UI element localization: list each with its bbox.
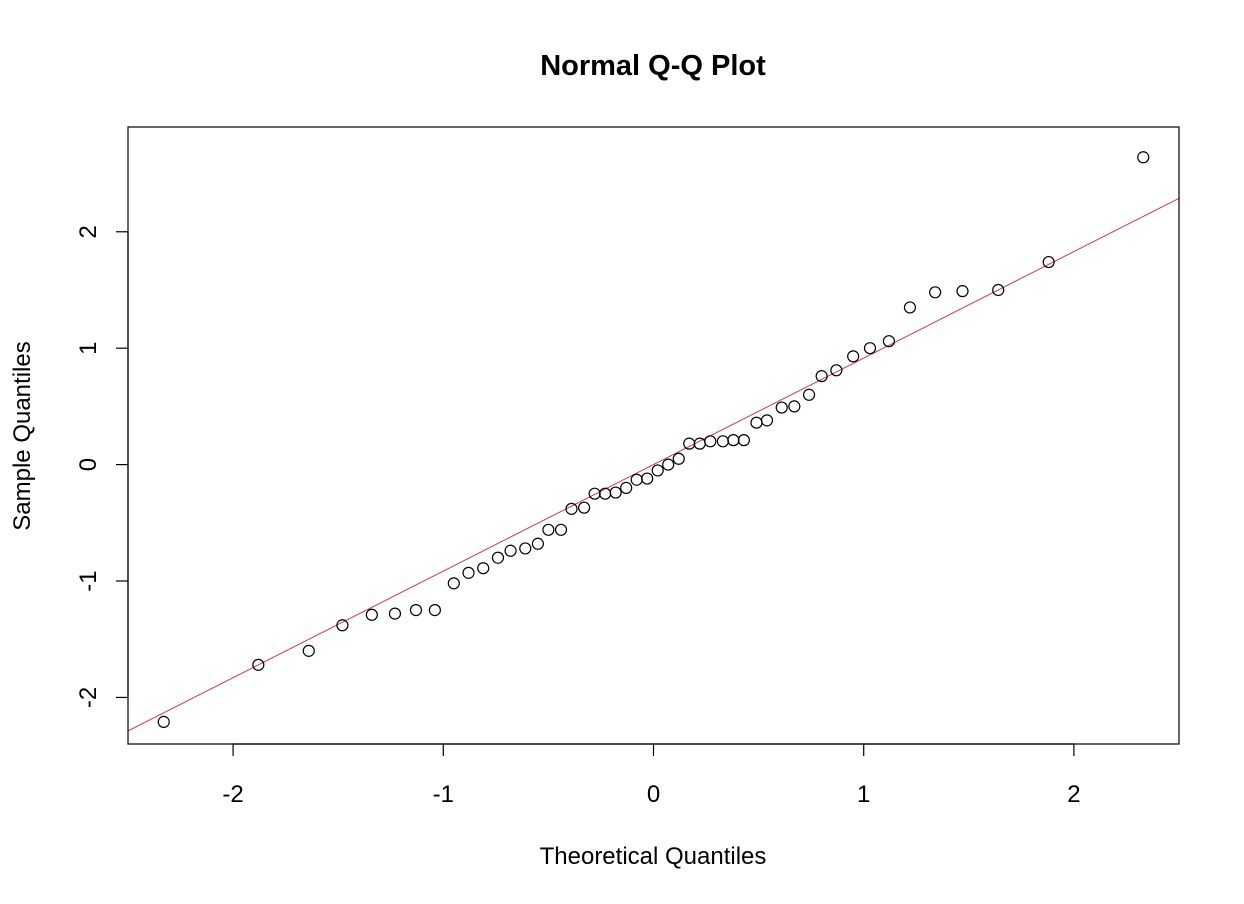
data-point-43	[863, 342, 877, 355]
data-point-25	[641, 472, 654, 485]
reference-line	[128, 197, 1179, 732]
data-point-3	[302, 644, 315, 657]
data-point-39	[802, 388, 816, 401]
y-axis: -2 -1 0 1 2	[75, 225, 129, 708]
data-point-38	[788, 400, 801, 413]
data-point-24	[630, 473, 643, 486]
y-tick-label: 2	[75, 225, 102, 238]
data-point-4	[336, 619, 349, 632]
data-point-20	[588, 487, 601, 500]
data-point-9	[447, 577, 460, 590]
y-tick-label: -1	[75, 570, 102, 591]
data-point-16	[542, 523, 555, 536]
data-point-34	[737, 434, 750, 447]
data-point-6	[388, 607, 402, 620]
data-point-31	[704, 435, 717, 448]
x-axis-label: Theoretical Quantiles	[540, 843, 767, 870]
x-axis: -2 -1 0 1 2	[222, 743, 1081, 808]
data-point-37	[775, 401, 788, 414]
plot-area	[127, 126, 1180, 745]
x-tick-label: -2	[222, 781, 243, 808]
data-point-2	[252, 658, 265, 671]
data-point-18	[565, 502, 578, 515]
data-point-21	[599, 487, 612, 500]
data-point-35	[750, 416, 763, 429]
y-tick-label: -2	[75, 687, 102, 708]
x-tick-label: 0	[647, 781, 660, 808]
data-point-33	[727, 434, 740, 447]
data-point-44	[882, 335, 896, 348]
data-point-50	[1137, 151, 1150, 164]
data-point-23	[620, 481, 633, 494]
x-tick-label: 1	[857, 781, 870, 808]
y-axis-label: Sample Quantiles	[9, 341, 36, 530]
data-point-48	[992, 283, 1005, 297]
x-tick-label: 2	[1067, 781, 1080, 808]
data-point-22	[609, 486, 622, 499]
data-point-28	[672, 452, 685, 465]
data-point-47	[956, 285, 969, 298]
data-point-7	[409, 604, 423, 617]
data-point-32	[716, 435, 729, 448]
x-tick-label: -1	[433, 781, 454, 808]
data-points	[157, 151, 1150, 728]
y-tick-label: 1	[75, 342, 102, 355]
data-point-40	[815, 370, 828, 383]
data-point-11	[477, 562, 490, 575]
data-point-15	[531, 537, 544, 550]
data-point-49	[1042, 255, 1055, 269]
data-point-13	[504, 544, 517, 557]
chart-title: Normal Q-Q Plot	[540, 50, 766, 82]
data-point-26	[651, 464, 664, 477]
data-point-10	[462, 566, 475, 579]
data-point-42	[847, 350, 860, 363]
data-point-36	[760, 414, 774, 427]
data-point-29	[683, 437, 696, 450]
data-point-1	[157, 715, 170, 728]
data-point-8	[428, 604, 441, 617]
data-point-5	[365, 608, 378, 621]
y-tick-label: 0	[75, 458, 102, 471]
data-point-12	[491, 551, 505, 564]
data-point-19	[578, 501, 591, 514]
data-point-45	[903, 301, 917, 314]
data-point-41	[830, 364, 843, 377]
data-point-17	[554, 523, 568, 536]
data-point-27	[662, 458, 675, 471]
data-point-46	[929, 286, 942, 299]
data-point-14	[519, 542, 532, 555]
